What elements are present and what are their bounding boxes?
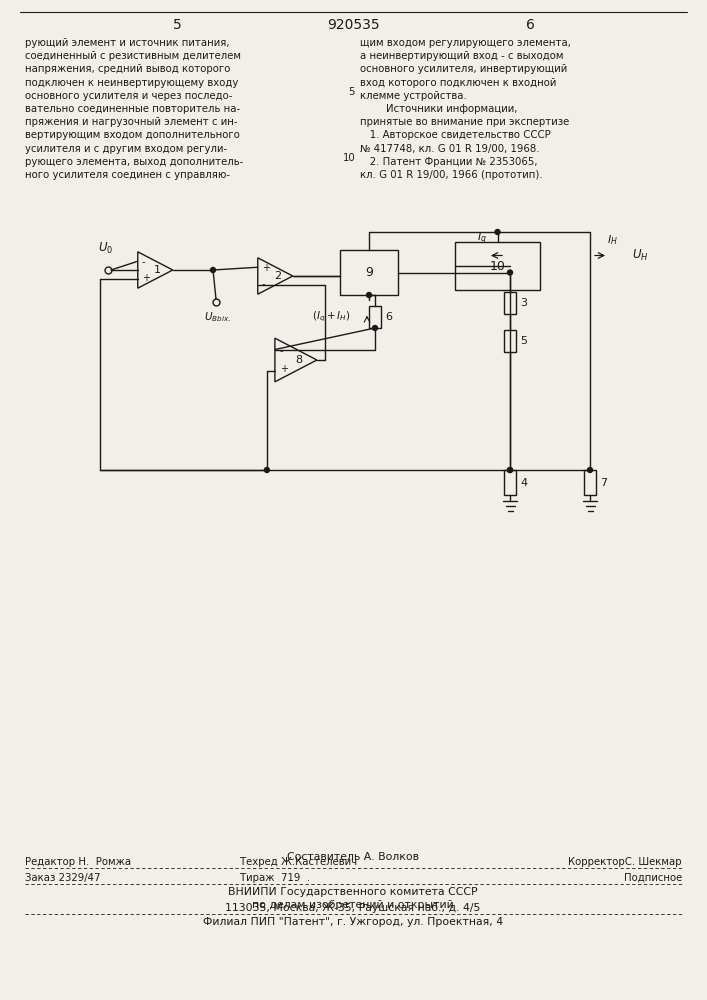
Bar: [504, 292, 516, 314]
Text: -: -: [280, 346, 284, 356]
Text: Заказ 2329/47: Заказ 2329/47: [25, 873, 100, 883]
Text: 10: 10: [489, 259, 506, 272]
Text: 10: 10: [343, 153, 356, 163]
Text: щим входом регулирующего элемента,: щим входом регулирующего элемента,: [360, 38, 571, 48]
Text: 6: 6: [525, 18, 534, 32]
Bar: [369, 306, 381, 328]
Bar: [584, 470, 596, 495]
Text: 6: 6: [385, 312, 392, 322]
Text: 4: 4: [520, 478, 527, 488]
Text: ного усилителя соединен с управляю-: ного усилителя соединен с управляю-: [25, 170, 230, 180]
Circle shape: [508, 468, 513, 473]
Text: КорректорС. Шекмар: КорректорС. Шекмар: [568, 857, 682, 867]
Circle shape: [373, 326, 378, 330]
Text: подключен к неинвертирующему входу: подключен к неинвертирующему входу: [25, 78, 238, 88]
Text: пряжения и нагрузочный элемент с ин-: пряжения и нагрузочный элемент с ин-: [25, 117, 238, 127]
Text: усилителя и с другим входом регули-: усилителя и с другим входом регули-: [25, 144, 227, 154]
Text: $I_q$: $I_q$: [477, 230, 487, 246]
Text: принятые во внимание при экспертизе: принятые во внимание при экспертизе: [360, 117, 569, 127]
Text: 9: 9: [365, 266, 373, 279]
Circle shape: [588, 468, 592, 473]
Text: Составитель А. Волков: Составитель А. Волков: [287, 852, 419, 862]
Text: +: +: [280, 364, 288, 374]
Text: 5: 5: [348, 87, 354, 97]
Text: клемме устройства.: клемме устройства.: [360, 91, 467, 101]
Bar: [340, 250, 398, 295]
Text: рующего элемента, выход дополнитель-: рующего элемента, выход дополнитель-: [25, 157, 243, 167]
Text: Источники информации,: Источники информации,: [360, 104, 518, 114]
Text: № 417748, кл. G 01 R 19/00, 1968.: № 417748, кл. G 01 R 19/00, 1968.: [360, 144, 539, 154]
Text: соединенный с резистивным делителем: соединенный с резистивным делителем: [25, 51, 241, 61]
Circle shape: [495, 230, 500, 234]
Text: 2. Патент Франции № 2353065,: 2. Патент Франции № 2353065,: [360, 157, 537, 167]
Text: Редактор Н.  Ромжа: Редактор Н. Ромжа: [25, 857, 131, 867]
Text: вертирующим входом дополнительного: вертирующим входом дополнительного: [25, 130, 240, 140]
Text: +: +: [262, 263, 270, 273]
Text: кл. G 01 R 19/00, 1966 (прототип).: кл. G 01 R 19/00, 1966 (прототип).: [360, 170, 543, 180]
Text: 920535: 920535: [327, 18, 380, 32]
Text: по делам изобретений и открытий: по делам изобретений и открытий: [252, 900, 454, 910]
Text: $U_0$: $U_0$: [98, 241, 114, 256]
Circle shape: [508, 468, 513, 473]
Text: рующий элемент и источник питания,: рующий элемент и источник питания,: [25, 38, 230, 48]
Text: 5: 5: [173, 18, 182, 32]
Text: $(I_q+I_H)$: $(I_q+I_H)$: [312, 310, 351, 324]
Text: Тираж  719  .: Тираж 719 .: [240, 873, 310, 883]
Text: -: -: [262, 279, 265, 289]
Bar: [504, 330, 516, 352]
Text: 5: 5: [520, 336, 527, 346]
Text: ВНИИПИ Государственного комитета СССР: ВНИИПИ Государственного комитета СССР: [228, 887, 478, 897]
Text: Техред Ж.Кастелевич: Техред Ж.Кастелевич: [240, 857, 357, 867]
Circle shape: [211, 267, 216, 272]
Text: +: +: [142, 273, 150, 283]
Text: 113035, Москва, Ж-35, Раушская наб., д. 4/5: 113035, Москва, Ж-35, Раушская наб., д. …: [226, 903, 481, 913]
Text: вательно соединенные повторитель на-: вательно соединенные повторитель на-: [25, 104, 240, 114]
Text: Подписное: Подписное: [624, 873, 682, 883]
Text: 8: 8: [296, 355, 303, 365]
Text: 1: 1: [154, 265, 161, 275]
Text: 3: 3: [520, 298, 527, 308]
Bar: [504, 470, 516, 495]
Bar: [455, 242, 540, 290]
Text: 1. Авторское свидетельство СССР: 1. Авторское свидетельство СССР: [360, 130, 551, 140]
Text: а неинвертирующий вход - с выходом: а неинвертирующий вход - с выходом: [360, 51, 563, 61]
Circle shape: [508, 270, 513, 275]
Text: напряжения, средний вывод которого: напряжения, средний вывод которого: [25, 64, 230, 74]
Circle shape: [366, 292, 371, 298]
Text: вход которого подключен к входной: вход которого подключен к входной: [360, 78, 556, 88]
Text: основного усилителя и через последо-: основного усилителя и через последо-: [25, 91, 233, 101]
Text: -: -: [142, 257, 146, 267]
Text: $U_{Bbix.}$: $U_{Bbix.}$: [204, 310, 231, 324]
Text: основного усилителя, инвертирующий: основного усилителя, инвертирующий: [360, 64, 567, 74]
Text: 7: 7: [600, 478, 607, 488]
Text: $U_H$: $U_H$: [632, 248, 648, 263]
Circle shape: [264, 468, 269, 473]
Text: $I_H$: $I_H$: [607, 233, 617, 246]
Text: Филиал ПИП "Патент", г. Ужгород, ул. Проектная, 4: Филиал ПИП "Патент", г. Ужгород, ул. Про…: [203, 917, 503, 927]
Text: 2: 2: [274, 271, 281, 281]
